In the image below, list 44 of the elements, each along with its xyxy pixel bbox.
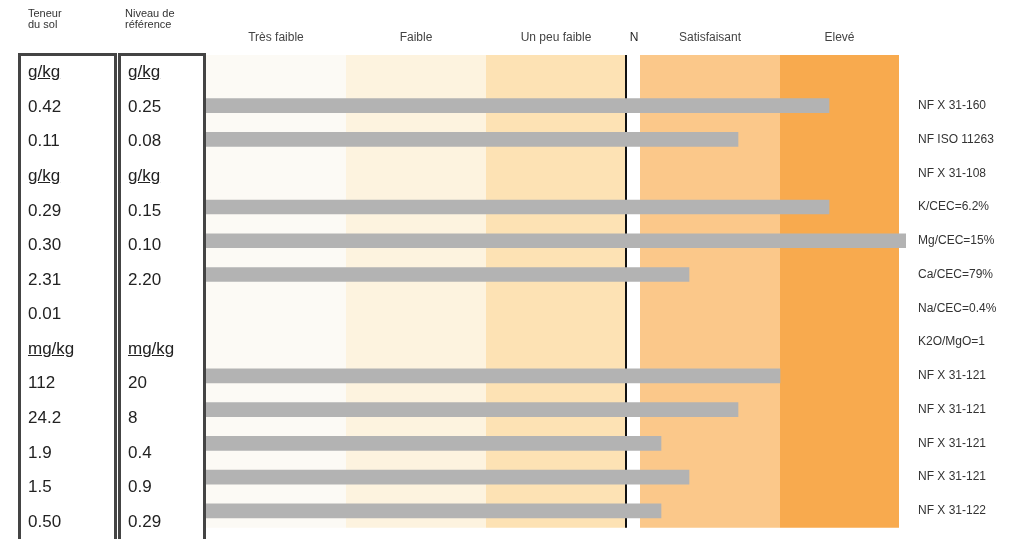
band-label: Un peu faible xyxy=(520,30,592,45)
y-tick-label: NF X 31-122 xyxy=(918,503,987,518)
text: 0.29 0.15 xyxy=(28,200,162,220)
ref-line-label: N xyxy=(629,30,639,45)
y-tick-label: NF ISO 11263 xyxy=(918,131,995,146)
text: 0.01 xyxy=(28,304,62,325)
y-tick-label: NF X 31-108 xyxy=(918,165,987,180)
y-tick-label: Na/CEC=0.4% xyxy=(918,300,997,315)
y-tick-label: Ca/CEC=79% xyxy=(918,266,994,281)
band-label: Satisfaisant xyxy=(678,30,742,45)
band-label: Elevé xyxy=(824,30,855,45)
bar xyxy=(206,199,830,215)
y-tick-label: NF X 31-160 xyxy=(918,97,987,112)
text: 0.50 0.29 xyxy=(28,511,162,531)
bar xyxy=(206,436,662,451)
y-tick-label: NF X 31-121 xyxy=(918,435,987,450)
y-tick-label: NF X 31-121 xyxy=(918,368,987,383)
y-tick-label: K/CEC=6.2% xyxy=(918,199,990,214)
bar xyxy=(206,503,662,519)
text: g/kg g/kg xyxy=(28,62,161,82)
text: 112 20 xyxy=(28,373,147,393)
y-tick-label: K2O/MgO=1 xyxy=(918,334,986,349)
band-label: Très faible xyxy=(248,30,305,45)
text: 1.9 0.4 xyxy=(28,442,152,462)
bar xyxy=(206,98,830,113)
bar xyxy=(206,469,690,485)
band-label: Faible xyxy=(399,30,433,45)
text: Teneur du sol Niveau de référence xyxy=(28,7,175,30)
text: mg/kg mg/kg xyxy=(28,338,175,358)
text: 1.5 0.9 xyxy=(28,477,152,497)
y-tick-label: Mg/CEC=15% xyxy=(918,233,995,248)
bar xyxy=(206,267,690,282)
y-tick-label: NF X 31-121 xyxy=(918,469,987,484)
text: 2.31 2.20 xyxy=(28,269,162,289)
text: 0.11 0.08 xyxy=(28,131,162,151)
bar xyxy=(206,132,739,147)
bar xyxy=(206,368,781,384)
text: 0.30 0.10 xyxy=(28,235,162,255)
text: g/kg g/kg xyxy=(28,166,161,185)
bar xyxy=(206,233,906,249)
text: 0.42 0.25 xyxy=(28,96,162,116)
text: 24.2 8 xyxy=(28,408,138,427)
bar xyxy=(206,402,739,417)
y-tick-label: NF X 31-121 xyxy=(918,401,987,416)
